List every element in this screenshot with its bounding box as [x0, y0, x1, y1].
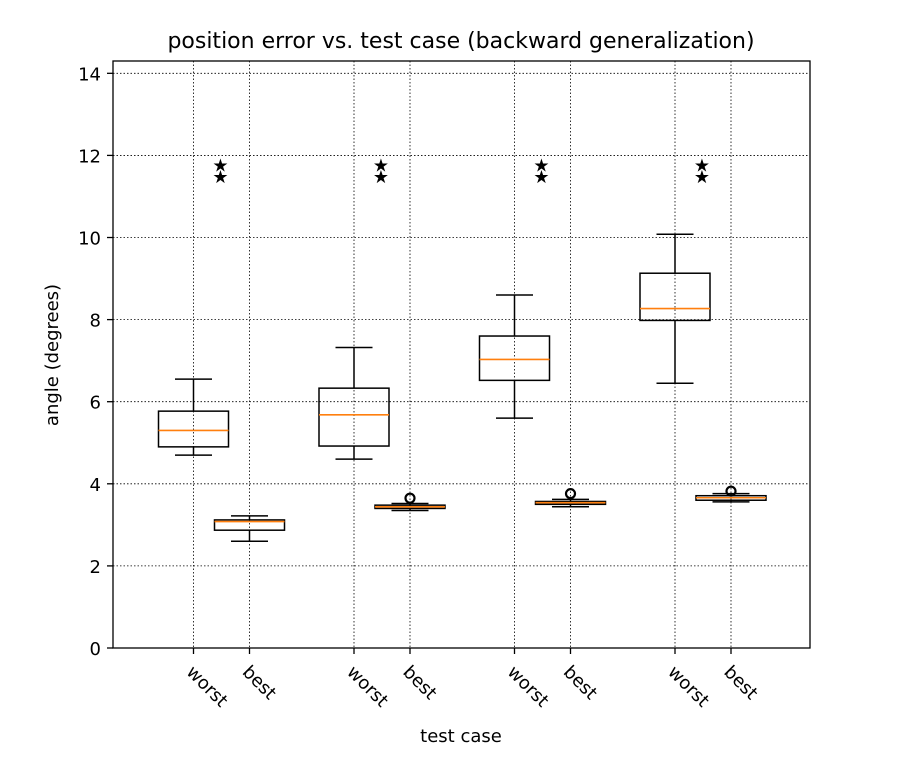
box-series: ★★★★★★★★: [157, 156, 767, 543]
x-tick-label: best: [719, 662, 761, 704]
x-tick-label: best: [398, 662, 440, 704]
y-tick-label: 6: [90, 393, 101, 414]
plot-area-frame: [112, 60, 811, 649]
box-best-3-outlier: [564, 488, 577, 500]
y-tick-label: 14: [78, 64, 101, 85]
y-tick-label: 2: [90, 557, 101, 578]
x-axis-ticks: worst best worst best worst best worst best: [182, 648, 762, 712]
y-tick-label: 10: [78, 229, 101, 250]
box-best-4-outlier: [725, 485, 737, 497]
x-tick-label: worst: [342, 662, 392, 712]
y-tick-label: 0: [90, 639, 101, 660]
significance-star: ★: [373, 156, 389, 177]
y-tick-label: 4: [90, 475, 101, 496]
significance-star: ★: [212, 156, 228, 177]
x-tick-label: worst: [182, 662, 232, 712]
significance-star: ★: [694, 156, 710, 177]
box-worst-1-body: [157, 410, 230, 448]
y-axis-label: angle (degrees): [42, 284, 63, 426]
significance-star: ★: [373, 167, 389, 188]
box-worst-3-body: [478, 335, 551, 382]
x-tick-label: best: [238, 662, 280, 704]
significance-star: ★: [694, 167, 710, 188]
x-axis-label: test case: [420, 726, 502, 747]
grid-lines: [113, 61, 810, 649]
box-worst-2-body: [318, 387, 390, 447]
chart-title: position error vs. test case (backward g…: [167, 29, 754, 54]
significance-star: ★: [533, 156, 549, 177]
x-tick-label: worst: [663, 662, 713, 712]
box-worst-4-body: [639, 272, 711, 322]
x-tick-label: worst: [503, 662, 553, 712]
significance-star: ★: [212, 167, 228, 188]
y-tick-label: 8: [90, 311, 101, 332]
y-tick-label: 12: [78, 146, 101, 167]
box-best-2-outlier: [404, 492, 416, 504]
y-axis-ticks: 0 2 4 6 8 10 12 14: [78, 64, 113, 660]
x-tick-label: best: [559, 662, 601, 704]
significance-star: ★: [533, 167, 549, 188]
box-best-1-body: [213, 519, 286, 531]
